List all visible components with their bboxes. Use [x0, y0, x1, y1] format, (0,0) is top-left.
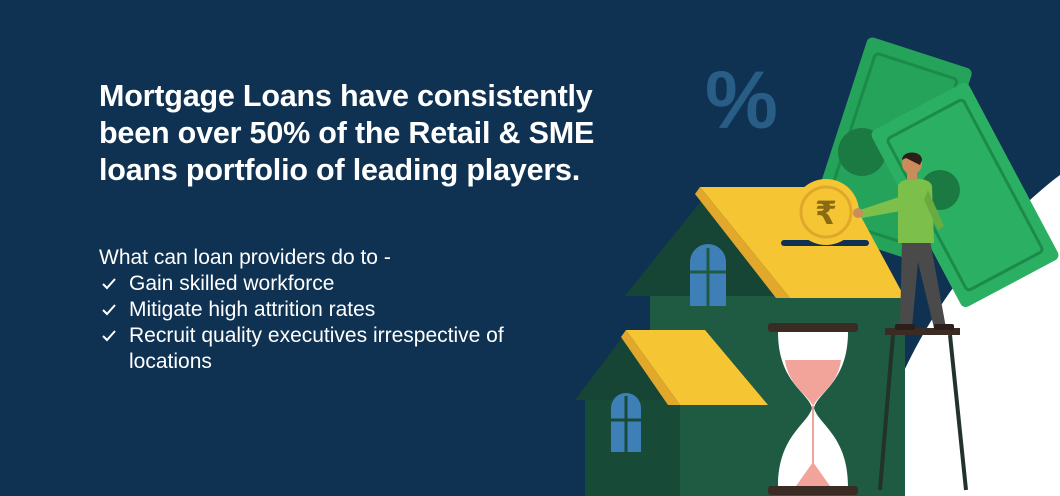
rupee-coin-icon: ₹ [793, 179, 859, 245]
check-icon [102, 304, 116, 316]
hourglass-icon [768, 323, 858, 495]
checklist: Gain skilled workforce Mitigate high att… [99, 271, 569, 375]
solutions-section: What can loan providers do to - Gain ski… [99, 245, 569, 375]
checklist-item-label: Recruit quality executives irrespective … [129, 324, 504, 373]
list-item: Recruit quality executives irrespective … [99, 323, 569, 375]
check-icon [102, 278, 116, 290]
person-icon [853, 152, 954, 330]
step-stool-icon [878, 328, 968, 491]
list-item: Gain skilled workforce [99, 271, 569, 297]
checklist-item-label: Mitigate high attrition rates [129, 298, 376, 321]
headline: Mortgage Loans have consistently been ov… [99, 79, 595, 187]
check-icon [102, 330, 116, 342]
percent-icon: % [705, 55, 778, 146]
checklist-item-label: Gain skilled workforce [129, 272, 335, 295]
small-house-icon [575, 330, 775, 496]
question-text: What can loan providers do to - [99, 246, 391, 269]
list-item: Mitigate high attrition rates [99, 297, 569, 323]
rupee-symbol: ₹ [815, 194, 837, 232]
